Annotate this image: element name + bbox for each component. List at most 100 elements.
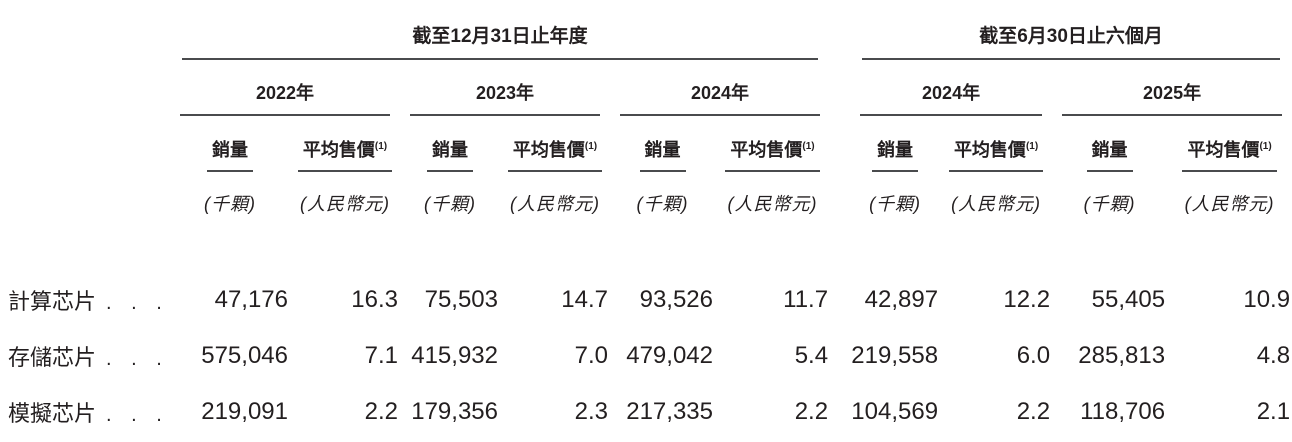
row-label-text: 計算芯片 — [8, 289, 97, 314]
year-label: 2023年 — [410, 79, 600, 116]
volume-unit-label: (千顆) — [424, 194, 476, 214]
unit-volume: (千顆) — [610, 172, 715, 216]
unit-asp: (人民幣元) — [290, 172, 400, 216]
volume-header: 銷量 — [639, 136, 686, 172]
leader-dots: . . . — [106, 292, 169, 314]
asp-footnote-marker: (1) — [802, 141, 815, 152]
volume-value: 93,526 — [639, 286, 713, 313]
asp-value: 12.2 — [1003, 286, 1051, 313]
spacer — [0, 172, 170, 216]
asp-value: 2.2 — [1016, 398, 1051, 425]
asp-header-text: 平均售價 — [730, 140, 803, 160]
row-label: 模擬芯片 . . . — [0, 384, 170, 440]
period-title-interim: 截至6月30日止六個月 — [862, 21, 1281, 60]
units-row: (千顆) (人民幣元) (千顆) (人民幣元) (千顆) (人民幣元) (千顆)… — [0, 172, 1292, 216]
table-row-storage-chips: 存儲芯片 . . . 575,046 7.1 415,932 7.0 479,04… — [0, 328, 1292, 384]
year-header-row: 2022年 2023年 2024年 2024年 2025年 — [0, 60, 1292, 116]
volume-value: 575,046 — [201, 342, 288, 369]
asp-unit-label: (人民幣元) — [300, 194, 390, 214]
volume-header: 銷量 — [207, 136, 253, 172]
year-label: 2024年 — [860, 79, 1043, 116]
asp-value: 6.0 — [1016, 342, 1051, 369]
year-2025-interim: 2025年 — [1052, 60, 1292, 116]
unit-volume: (千顆) — [850, 172, 940, 216]
asp-header: 平均售價(1) — [297, 136, 393, 172]
volume-value: 47,176 — [214, 286, 288, 313]
year-2024: 2024年 — [610, 60, 830, 116]
group-gap — [830, 272, 850, 328]
period-group-row: 截至12月31日止年度 截至6月30日止六個月 — [0, 8, 1292, 60]
group-gap — [830, 384, 850, 440]
asp-value: 7.1 — [364, 342, 398, 369]
volume-value: 217,335 — [626, 398, 713, 425]
period-group-interim: 截至6月30日止六個月 — [850, 8, 1292, 60]
asp-unit-label: (人民幣元) — [1184, 194, 1275, 214]
asp-header: 平均售價(1) — [1182, 136, 1277, 172]
period-group-annual: 截至12月31日止年度 — [170, 8, 830, 60]
asp-value: 5.4 — [794, 342, 829, 369]
spacer — [0, 216, 1292, 272]
column-header-row: 銷量 平均售價(1) 銷量 平均售價(1) 銷量 平均售價(1) 銷量 平均售價… — [0, 116, 1292, 172]
table-row-analog-chips: 模擬芯片 . . . 219,091 2.2 179,356 2.3 217,33… — [0, 384, 1292, 440]
volume-value: 415,932 — [411, 342, 498, 369]
spacer — [0, 116, 170, 172]
asp-header-text: 平均售價 — [1187, 140, 1260, 160]
row-label: 計算芯片 . . . — [0, 272, 170, 328]
group-gap — [830, 328, 850, 384]
group-gap — [830, 116, 850, 172]
year-2023: 2023年 — [400, 60, 610, 116]
column-header-volume: 銷量 — [1052, 116, 1167, 172]
year-label: 2024年 — [620, 79, 821, 116]
asp-unit-label: (人民幣元) — [510, 194, 600, 214]
year-2022: 2022年 — [170, 60, 400, 116]
year-label: 2025年 — [1062, 79, 1283, 116]
asp-footnote-marker: (1) — [1025, 141, 1039, 152]
volume-value: 285,813 — [1078, 342, 1166, 369]
asp-footnote-marker: (1) — [374, 141, 388, 152]
column-header-asp: 平均售價(1) — [940, 116, 1052, 172]
asp-footnote-marker: (1) — [1259, 141, 1272, 152]
unit-volume: (千顆) — [400, 172, 500, 216]
unit-asp: (人民幣元) — [940, 172, 1052, 216]
volume-value: 42,897 — [864, 286, 939, 313]
asp-value: 10.9 — [1243, 286, 1291, 313]
unit-volume: (千顆) — [1052, 172, 1167, 216]
asp-value: 7.0 — [574, 342, 608, 369]
column-header-asp: 平均售價(1) — [290, 116, 400, 172]
year-label: 2022年 — [180, 79, 390, 116]
row-label-text: 存儲芯片 — [8, 345, 97, 370]
row-label: 存儲芯片 . . . — [0, 328, 170, 384]
period-title-annual: 截至12月31日止年度 — [182, 21, 819, 60]
volume-value: 219,091 — [201, 398, 288, 425]
year-2024-interim: 2024年 — [850, 60, 1052, 116]
asp-header-text: 平均售價 — [512, 140, 585, 160]
volume-header: 銷量 — [427, 136, 473, 172]
group-gap — [830, 172, 850, 216]
unit-asp: (人民幣元) — [1167, 172, 1292, 216]
volume-unit-label: (千顆) — [636, 194, 689, 214]
volume-value: 219,558 — [851, 342, 939, 369]
column-header-asp: 平均售價(1) — [500, 116, 610, 172]
asp-header: 平均售價(1) — [725, 136, 820, 172]
asp-header: 平均售價(1) — [507, 136, 603, 172]
asp-value: 2.2 — [794, 398, 829, 425]
asp-value: 16.3 — [351, 286, 398, 313]
row-label-text: 模擬芯片 — [8, 401, 97, 426]
group-gap — [830, 8, 850, 60]
volume-value: 479,042 — [626, 342, 713, 369]
column-header-volume: 銷量 — [400, 116, 500, 172]
asp-value: 2.1 — [1256, 398, 1291, 425]
asp-value: 11.7 — [783, 286, 829, 313]
column-header-asp: 平均售價(1) — [1167, 116, 1292, 172]
volume-unit-label: (千顆) — [204, 194, 256, 214]
corner-spacer — [0, 8, 170, 60]
asp-footnote-marker: (1) — [584, 141, 598, 152]
column-header-volume: 銷量 — [170, 116, 290, 172]
unit-asp: (人民幣元) — [715, 172, 830, 216]
asp-value: 14.7 — [561, 286, 608, 313]
asp-header: 平均售價(1) — [948, 136, 1044, 172]
asp-header-text: 平均售價 — [953, 140, 1026, 160]
column-header-asp: 平均售價(1) — [715, 116, 830, 172]
asp-value: 2.2 — [364, 398, 398, 425]
